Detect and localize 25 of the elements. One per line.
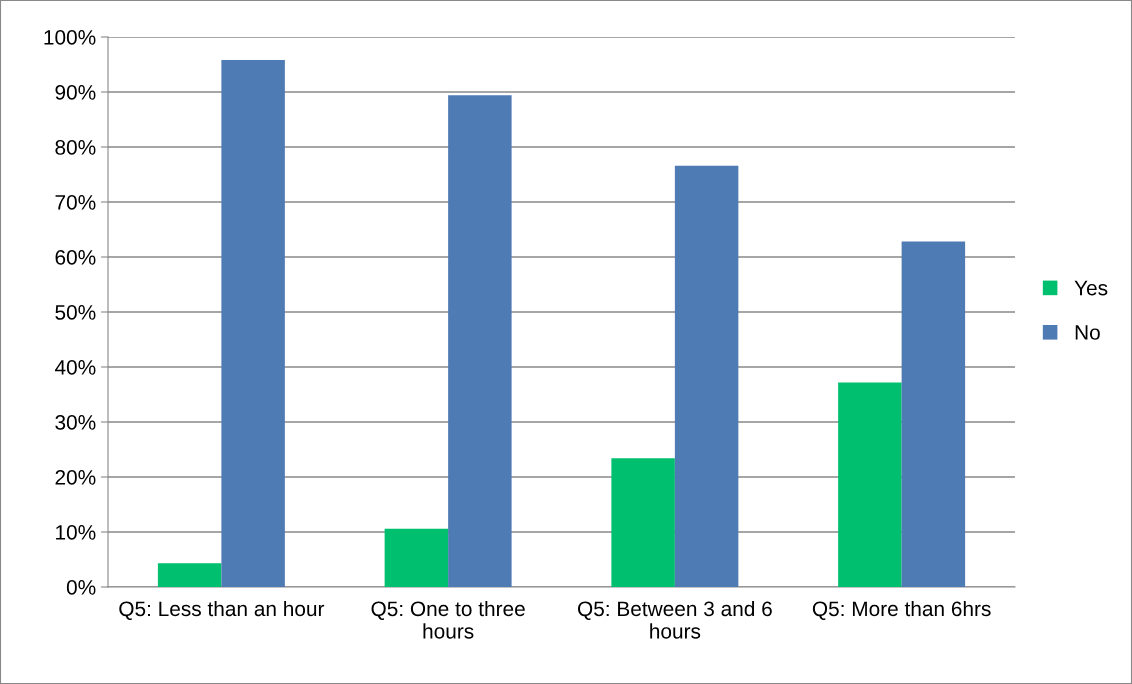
y-tick-label: 50%	[55, 305, 96, 320]
x-tick-label: Q5: Less than an hour	[119, 600, 325, 620]
y-tick-label: 100%	[44, 30, 96, 45]
y-tick-label: 80%	[55, 140, 96, 155]
x-tick-label: Q5: One to three hours	[371, 600, 525, 639]
bar	[157, 563, 222, 587]
y-tick-label: 60%	[55, 250, 96, 265]
legend-label: No	[1075, 325, 1100, 340]
bar	[448, 95, 512, 587]
bar	[384, 528, 449, 587]
y-tick-label: 10%	[56, 525, 96, 540]
bar	[221, 60, 285, 587]
y-tick-label: 90%	[55, 85, 96, 100]
bar	[838, 382, 902, 587]
bar	[674, 165, 739, 587]
y-tick-label: 20%	[55, 470, 96, 485]
x-tick-label: Q5: Between 3 and 6 hours	[578, 600, 772, 639]
y-tick-label: 0%	[66, 580, 96, 595]
x-tick-label: Q5: More than 6hrs	[812, 600, 991, 620]
legend-label: Yes	[1074, 280, 1108, 296]
y-tick-label: 70%	[55, 195, 96, 210]
y-tick-label: 40%	[54, 360, 96, 375]
bar	[901, 241, 966, 587]
y-tick-label: 30%	[55, 415, 96, 430]
bar	[611, 458, 675, 587]
